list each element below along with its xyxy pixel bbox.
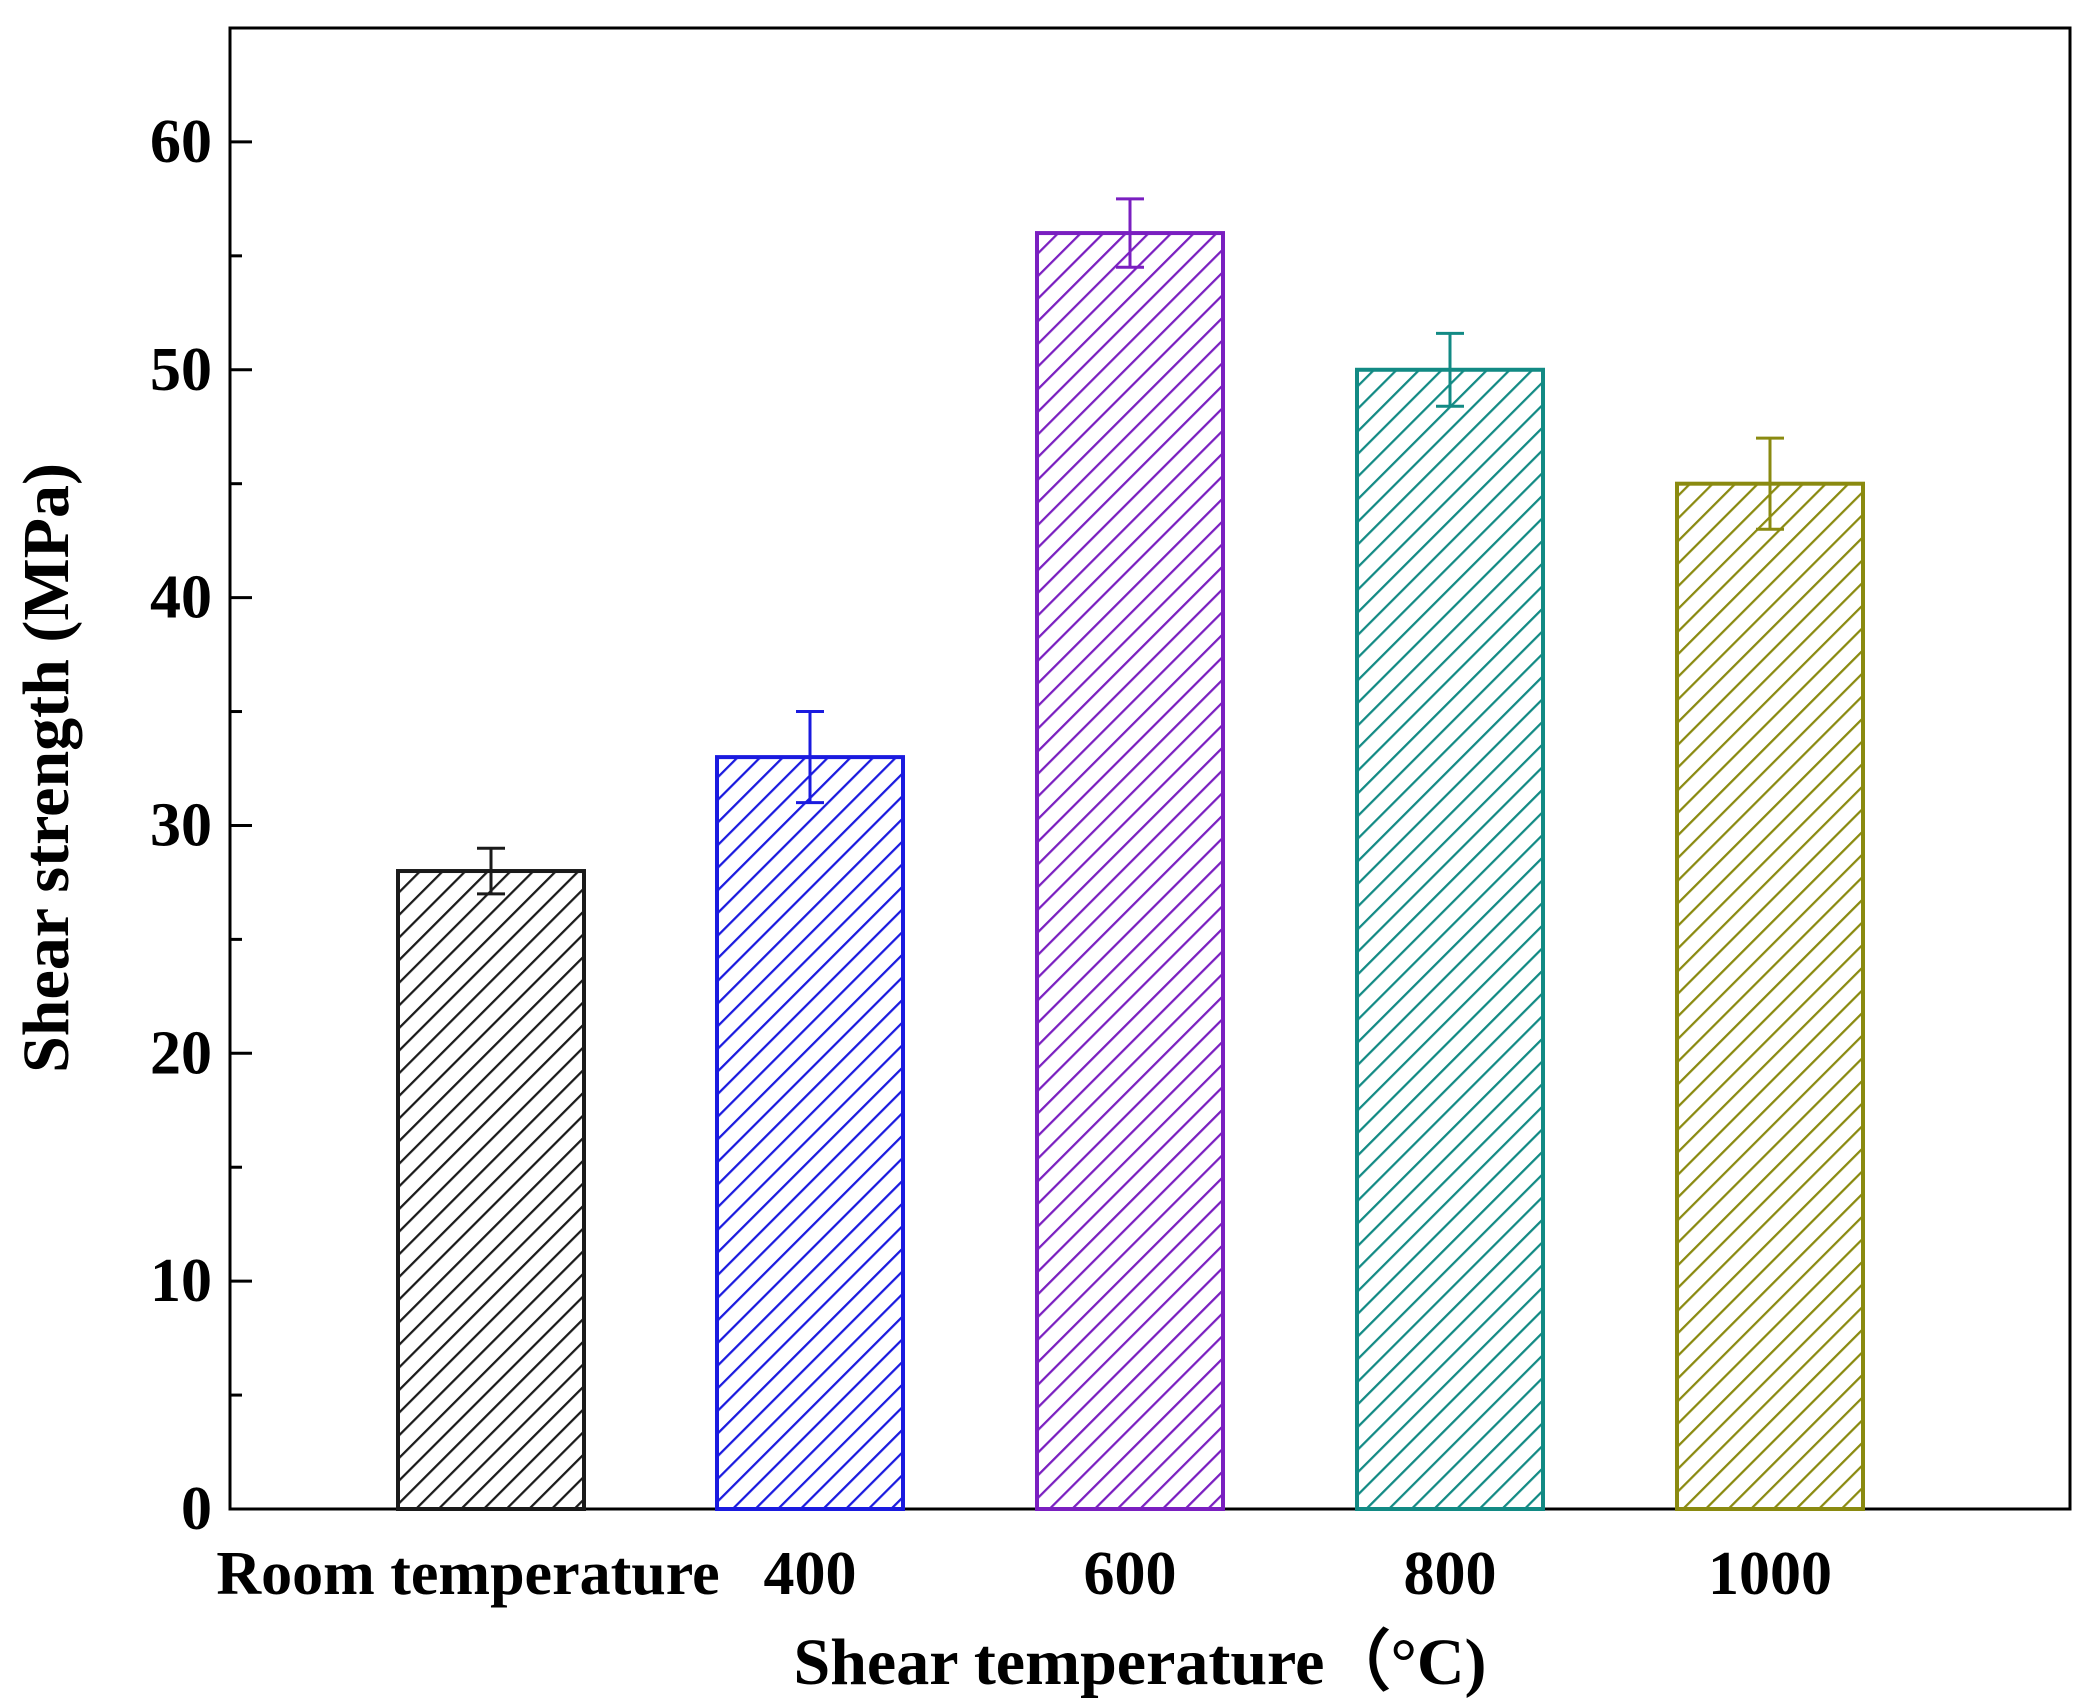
- y-tick-label: 60: [150, 108, 212, 176]
- x-tick-label: 600: [1084, 1540, 1177, 1608]
- error-bar: [1116, 197, 1144, 269]
- y-tick-label: 30: [150, 791, 212, 859]
- x-tick-label: 800: [1404, 1540, 1497, 1608]
- error-bar: [477, 846, 505, 896]
- error-bar: [1436, 331, 1464, 408]
- error-bar: [796, 710, 824, 805]
- y-axis-title: Shear strength (MPa): [10, 463, 83, 1073]
- x-tick-label: 1000: [1708, 1540, 1832, 1608]
- error-bars: [477, 197, 1784, 896]
- y-axis-ticks: [230, 140, 252, 1511]
- y-tick-label: 40: [150, 564, 212, 632]
- y-tick-label: 0: [181, 1475, 212, 1543]
- x-tick-label: 400: [764, 1540, 857, 1608]
- y-tick-label: 20: [150, 1019, 212, 1087]
- bar: [396, 869, 586, 1511]
- bar: [1355, 367, 1545, 1511]
- error-bar: [1756, 436, 1784, 531]
- x-axis-tick-labels: Room temperature 400 600 800 1000: [216, 1540, 1832, 1608]
- bars: [396, 231, 1865, 1512]
- bar: [1035, 231, 1225, 1512]
- y-tick-label: 50: [150, 336, 212, 404]
- x-tick-label: Room temperature: [216, 1540, 719, 1608]
- y-axis-tick-labels: 0 10 20 30 40 50 60: [150, 108, 212, 1543]
- y-tick-label: 10: [150, 1247, 212, 1315]
- bar: [715, 755, 905, 1511]
- bar: [1675, 481, 1865, 1512]
- x-axis-title: Shear temperature（°C): [794, 1625, 1487, 1699]
